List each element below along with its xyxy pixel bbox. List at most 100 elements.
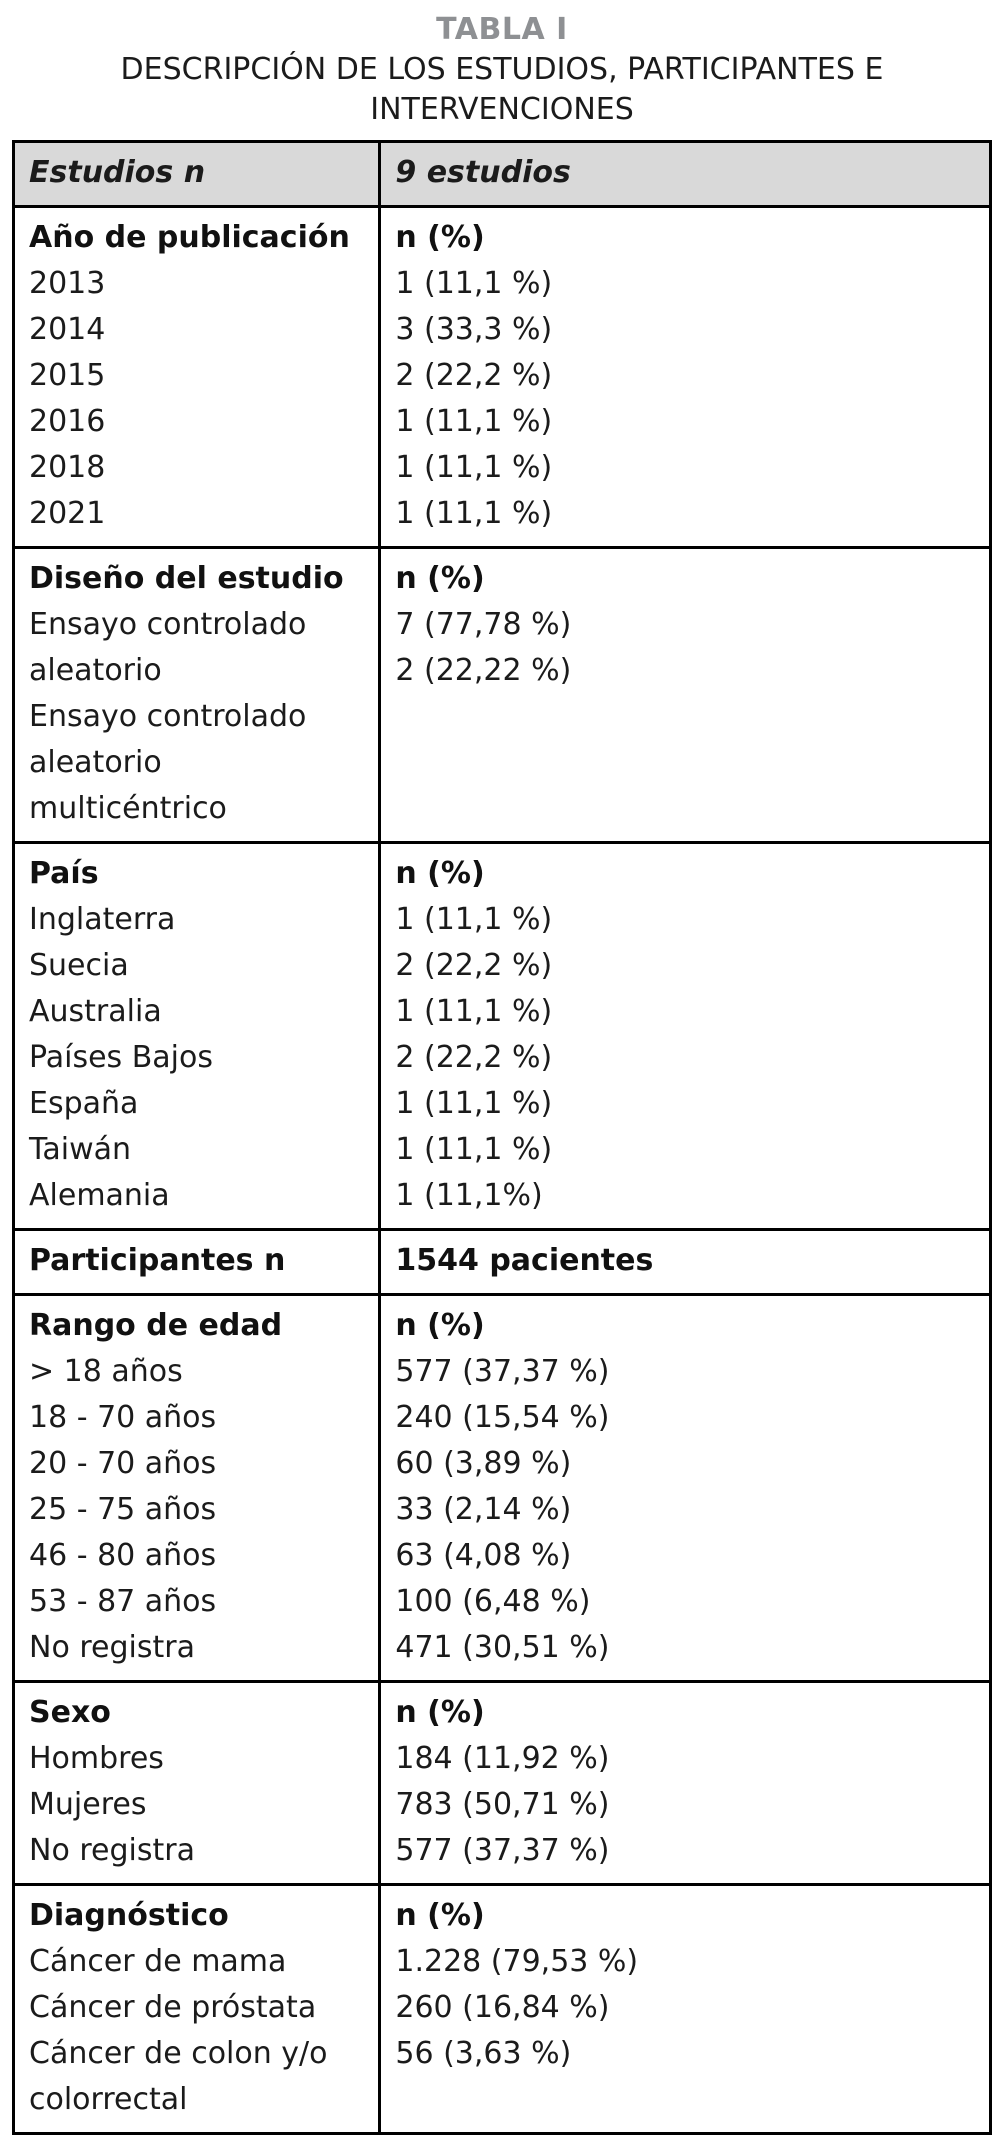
value-header: n (%) [395, 1898, 485, 1933]
table-row-participants: Participantes n 1544 pacientes [11, 1228, 992, 1296]
item-value: 33 (2,14 %) [395, 1492, 572, 1527]
page: TABLA I DESCRIPCIÓN DE LOS ESTUDIOS, PAR… [11, 10, 992, 2135]
diagnosis-right-cell: n (%) 1.228 (79,53 %) 260 (16,84 %) 56 (3,6… [378, 1883, 992, 2135]
item-label: > 18 años [29, 1354, 183, 1389]
item-value: 3 (33,3 %) [395, 312, 553, 347]
item-label: 2015 [29, 358, 106, 393]
item-label: 2016 [29, 404, 106, 439]
item-value: 60 (3,89 %) [395, 1446, 572, 1481]
item-value: 1.228 (79,53 %) [395, 1944, 639, 1979]
participants-left-cell: Participantes n [11, 1228, 382, 1296]
header-cell-estudios: Estudios n [11, 140, 382, 208]
item-label: 46 - 80 años [29, 1538, 217, 1573]
studies-table: Estudios n 9 estudios Año de publicación… [11, 140, 992, 2135]
item-label: Mujeres [29, 1787, 147, 1822]
category-label: Sexo [29, 1695, 111, 1730]
item-value: 2 (22,2 %) [395, 1040, 553, 1075]
item-value: 577 (37,37 %) [395, 1354, 610, 1389]
table-caption: TABLA I DESCRIPCIÓN DE LOS ESTUDIOS, PAR… [12, 10, 992, 130]
table-row-sex: Sexo Hombres Mujeres No registra n (%) 184 (1… [11, 1680, 992, 1886]
value-header: 1544 pacientes [395, 1243, 654, 1278]
item-value: 1 (11,1 %) [395, 404, 553, 439]
diagnosis-left-cell: Diagnóstico Cáncer de mama Cáncer de próst… [11, 1883, 382, 2135]
category-label: Diagnóstico [29, 1898, 229, 1933]
item-value: 100 (6,48 %) [395, 1584, 591, 1619]
item-value: 260 (16,84 %) [395, 1990, 610, 2025]
item-label: 2014 [29, 312, 106, 347]
item-value: 1 (11,1 %) [395, 450, 553, 485]
item-label: Inglaterra [29, 902, 176, 937]
table-row-age-range: Rango de edad > 18 años 18 - 70 años 20 - 7… [11, 1293, 992, 1683]
study-design-right-cell: n (%) 7 (77,78 %) 2 (22,22 %) [378, 546, 992, 844]
item-label: Suecia [29, 948, 129, 983]
study-design-left-cell: Diseño del estudio Ensayo controlado alea… [11, 546, 382, 844]
category-label: Participantes n [29, 1243, 286, 1278]
item-value: 1 (11,1 %) [395, 266, 553, 301]
value-header: n (%) [395, 220, 485, 255]
value-header: n (%) [395, 561, 485, 596]
item-label: 53 - 87 años [29, 1584, 217, 1619]
item-label: Australia [29, 994, 162, 1029]
item-value: 240 (15,54 %) [395, 1400, 610, 1435]
category-label: Año de publicación [29, 220, 350, 255]
item-value: 63 (4,08 %) [395, 1538, 572, 1573]
item-label: España [29, 1086, 139, 1121]
item-label: Cáncer de mama [29, 1944, 287, 1979]
item-label: Cáncer de colon y/o colorrectal [29, 2036, 328, 2117]
publication-year-left-cell: Año de publicación 2013 2014 2015 2016 2018 20… [11, 205, 382, 549]
item-value: 577 (37,37 %) [395, 1833, 610, 1868]
item-label: 2013 [29, 266, 106, 301]
item-label: 2018 [29, 450, 106, 485]
item-label: Ensayo controlado aleatorio multicéntric… [29, 699, 307, 826]
table-row-country: País Inglaterra Suecia Australia Países Bajo… [11, 841, 992, 1231]
item-value: 1 (11,1 %) [395, 1132, 553, 1167]
item-value: 56 (3,63 %) [395, 2036, 572, 2071]
sex-right-cell: n (%) 184 (11,92 %) 783 (50,71 %) 577 (37,3… [378, 1680, 992, 1886]
item-label: Ensayo controlado aleatorio [29, 607, 307, 688]
category-label: País [29, 856, 99, 891]
participants-right-cell: 1544 pacientes [378, 1228, 992, 1296]
publication-year-right-cell: n (%) 1 (11,1 %) 3 (33,3 %) 2 (22,2 %) 1 (11… [378, 205, 992, 549]
item-value: 1 (11,1 %) [395, 902, 553, 937]
item-label: Hombres [29, 1741, 164, 1776]
sex-left-cell: Sexo Hombres Mujeres No registra [11, 1680, 382, 1886]
country-right-cell: n (%) 1 (11,1 %) 2 (22,2 %) 1 (11,1 %) 2 (22… [378, 841, 992, 1231]
table-body: Año de publicación 2013 2014 2015 2016 2018 20… [11, 205, 992, 2135]
country-left-cell: País Inglaterra Suecia Australia Países Bajo… [11, 841, 382, 1231]
age-range-left-cell: Rango de edad > 18 años 18 - 70 años 20 - 7… [11, 1293, 382, 1683]
item-value: 1 (11,1%) [395, 1178, 543, 1213]
item-value: 1 (11,1 %) [395, 496, 553, 531]
item-value: 7 (77,78 %) [395, 607, 572, 642]
item-label: 2021 [29, 496, 106, 531]
table-title: TABLA I [436, 12, 568, 47]
table-header-row: Estudios n 9 estudios [11, 140, 992, 208]
item-label: 18 - 70 años [29, 1400, 217, 1435]
value-header: n (%) [395, 856, 485, 891]
header-cell-count: 9 estudios [378, 140, 992, 208]
category-label: Rango de edad [29, 1308, 283, 1343]
table-subtitle: DESCRIPCIÓN DE LOS ESTUDIOS, PARTICIPANT… [120, 52, 884, 127]
table-row-study-design: Diseño del estudio Ensayo controlado alea… [11, 546, 992, 844]
item-label: No registra [29, 1833, 195, 1868]
item-label: No registra [29, 1630, 195, 1665]
table-row-publication-year: Año de publicación 2013 2014 2015 2016 2018 20… [11, 205, 992, 549]
item-label: Países Bajos [29, 1040, 213, 1075]
item-value: 184 (11,92 %) [395, 1741, 610, 1776]
value-header: n (%) [395, 1308, 485, 1343]
item-value: 2 (22,2 %) [395, 358, 553, 393]
item-label: Cáncer de próstata [29, 1990, 317, 2025]
item-label: 25 - 75 años [29, 1492, 217, 1527]
item-value: 1 (11,1 %) [395, 994, 553, 1029]
category-label: Diseño del estudio [29, 561, 344, 596]
age-range-right-cell: n (%) 577 (37,37 %) 240 (15,54 %) 60 (3,89 … [378, 1293, 992, 1683]
item-value: 2 (22,2 %) [395, 948, 553, 983]
item-label: Taiwán [29, 1132, 132, 1167]
item-value: 783 (50,71 %) [395, 1787, 610, 1822]
value-header: n (%) [395, 1695, 485, 1730]
table-row-diagnosis: Diagnóstico Cáncer de mama Cáncer de próst… [11, 1883, 992, 2135]
item-label: 20 - 70 años [29, 1446, 217, 1481]
item-value: 2 (22,22 %) [395, 653, 572, 688]
item-value: 1 (11,1 %) [395, 1086, 553, 1121]
item-value: 471 (30,51 %) [395, 1630, 610, 1665]
item-label: Alemania [29, 1178, 170, 1213]
